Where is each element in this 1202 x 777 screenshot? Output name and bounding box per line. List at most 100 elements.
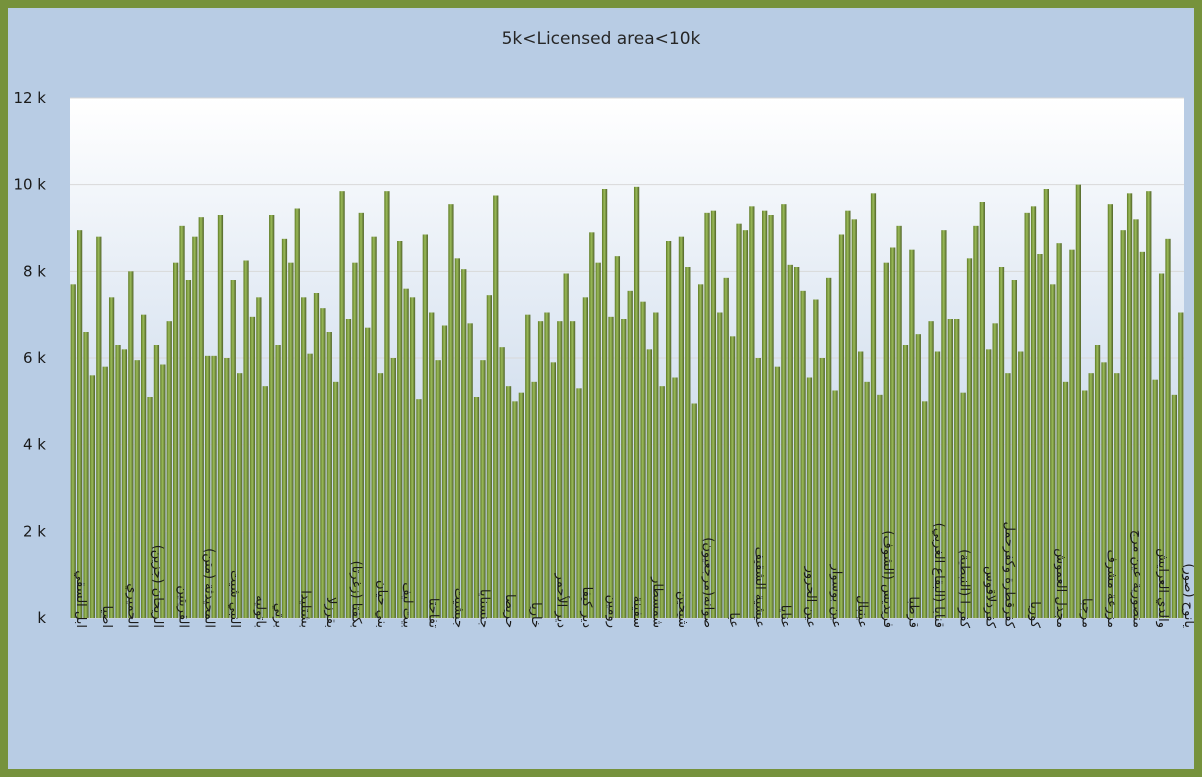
bar (691, 403, 697, 618)
y-tick-label: 6 k (23, 349, 46, 367)
bar (576, 388, 582, 618)
y-tick-label: 4 k (23, 436, 46, 454)
bar (224, 358, 230, 618)
bar (582, 297, 589, 618)
bar (134, 360, 140, 618)
x-tick-label: ابل السقي (73, 570, 88, 628)
bar (986, 349, 992, 618)
bar (653, 312, 659, 618)
bar (749, 206, 755, 618)
x-tick-label: عبا (726, 612, 741, 628)
bar (211, 355, 217, 618)
bar (717, 312, 723, 618)
bar (339, 191, 345, 619)
bar (422, 234, 428, 618)
bar (531, 381, 537, 618)
bar (505, 386, 512, 618)
bar (141, 314, 147, 618)
bar (358, 212, 364, 618)
bar (710, 210, 717, 619)
x-tick-label: بقرزلا (323, 597, 338, 628)
bar (1024, 212, 1030, 618)
x-tick-label: المحيدثة (متن) (201, 548, 216, 628)
bar (1133, 219, 1139, 618)
bar (275, 345, 281, 618)
bar (121, 349, 128, 618)
bar (243, 260, 249, 618)
bar (525, 314, 531, 618)
chart-title: 5k<Licensed area<10k (502, 29, 701, 49)
bar (390, 358, 396, 618)
bar (621, 319, 627, 618)
x-tick-label: صوانه(مرجعيون) (701, 537, 716, 628)
bar (928, 321, 934, 618)
bar (595, 262, 601, 618)
bar (1030, 206, 1037, 618)
bar (1075, 184, 1081, 619)
bar (1171, 394, 1178, 618)
y-tick-label: 10 k (13, 176, 46, 194)
bar (179, 225, 185, 618)
x-tick-label: رومين (605, 595, 620, 628)
x-tick-label: مرجبا (1078, 598, 1093, 628)
x-tick-label: جنسنايا (477, 589, 492, 628)
bar (544, 312, 550, 618)
bar (1069, 249, 1075, 619)
bar (813, 299, 819, 618)
bar (409, 297, 416, 618)
bar (429, 312, 435, 618)
bar (672, 377, 678, 618)
y-axis: k 2 k 4 k 6 k 8 k 10 k 12 k (13, 89, 46, 627)
bar (185, 280, 192, 618)
bar (614, 256, 621, 618)
bar (352, 262, 358, 618)
bar (147, 397, 153, 618)
bar (365, 327, 371, 618)
bar (550, 362, 556, 618)
bar (659, 386, 665, 618)
bar (1043, 189, 1049, 618)
bar (345, 319, 352, 618)
bar (960, 392, 966, 618)
bar (301, 297, 307, 618)
x-tick-label: دير الأحمر (553, 573, 570, 629)
bar (685, 267, 691, 618)
bar (326, 332, 332, 618)
bar (698, 284, 704, 618)
bar (256, 297, 262, 618)
bar (1178, 312, 1184, 618)
bar (454, 258, 460, 618)
bar (249, 316, 256, 618)
bar (947, 319, 953, 618)
y-tick-label: 8 k (23, 262, 46, 280)
bar (998, 267, 1005, 618)
x-tick-label: القريتين (176, 585, 191, 628)
x-tick-label: عين الحرور (803, 566, 818, 628)
x-tick-label: عينبال (854, 595, 869, 628)
x-tick-label: بشتليدا (297, 590, 312, 628)
bar (742, 230, 749, 619)
bar (646, 349, 653, 618)
bar (870, 193, 877, 618)
bar (480, 360, 486, 618)
x-tick-label: باتوليه (252, 595, 267, 628)
bar (589, 232, 595, 618)
bar (730, 336, 736, 618)
bar (1120, 230, 1126, 619)
bar (89, 375, 96, 618)
x-tick-label: منصورية عين مرج (1130, 530, 1145, 628)
bar (755, 358, 761, 618)
bar (313, 293, 320, 618)
bar (441, 325, 448, 618)
bar (864, 381, 870, 618)
y-tick-label: 12 k (13, 89, 46, 107)
bar (83, 332, 89, 618)
bar (461, 269, 467, 618)
bar (403, 288, 409, 618)
bar (838, 234, 845, 618)
bar (557, 321, 563, 618)
bar (768, 215, 774, 618)
bar (883, 262, 889, 618)
bar (288, 262, 294, 618)
